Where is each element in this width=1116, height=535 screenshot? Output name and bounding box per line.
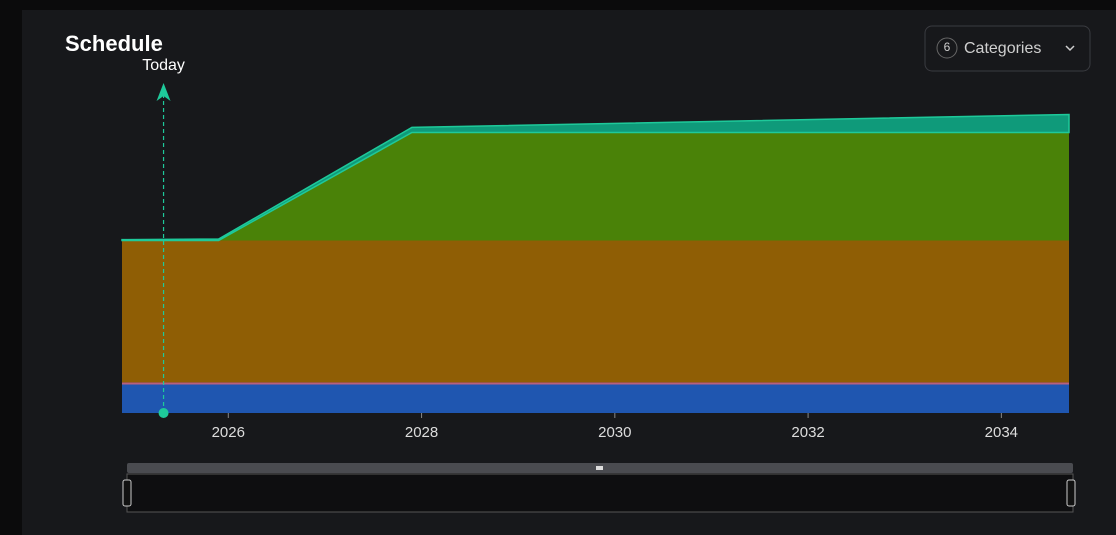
area (121, 113, 1070, 242)
count-badge (936, 37, 958, 59)
plot: DefiLlama20262028203020322034Today (121, 57, 1070, 441)
button-frame[interactable] (924, 25, 1091, 72)
area (122, 132, 1069, 241)
x-tick-label: 2028 (405, 424, 438, 441)
area (122, 240, 1069, 383)
slider-handle-left[interactable] (122, 479, 132, 507)
chart-title: Schedule (65, 31, 163, 56)
today-arrow (156, 83, 171, 101)
x-tick-label: 2026 (212, 424, 245, 441)
slider-handle-right[interactable] (1066, 479, 1076, 507)
today-dot (158, 408, 169, 418)
categories-button[interactable]: 6 Categories (924, 25, 1091, 72)
x-tick-label: 2030 (598, 424, 631, 441)
slider-grip[interactable] (596, 466, 603, 470)
x-tick-label: 2034 (985, 424, 1018, 441)
button-count: 6 (944, 40, 951, 54)
x-tick-label: 2032 (791, 424, 824, 441)
area (122, 382, 1069, 385)
slider-window[interactable] (126, 473, 1074, 513)
today-label: Today (142, 57, 185, 74)
button-label: Categories (964, 40, 1041, 57)
chevron (1065, 45, 1075, 52)
zoom-slider[interactable] (122, 463, 1076, 513)
area (122, 384, 1069, 413)
